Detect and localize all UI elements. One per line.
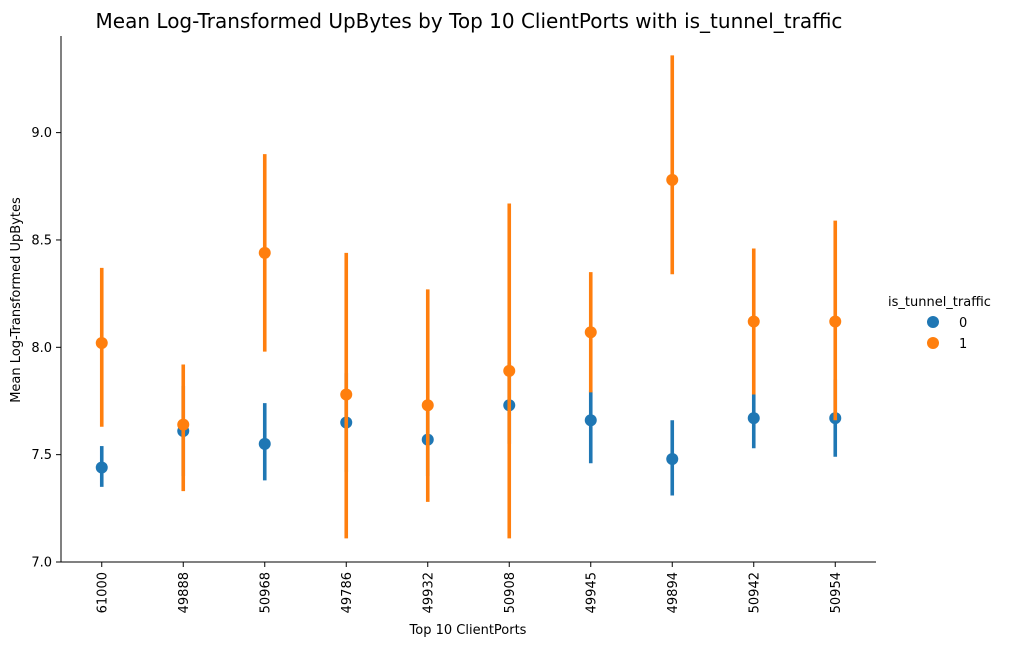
data-point [95, 461, 108, 474]
x-tick-label: 61000 [95, 572, 110, 613]
x-tick-label: 49786 [340, 572, 355, 613]
x-tick-label: 49888 [177, 572, 192, 613]
y-tick-label: 8.0 [31, 341, 52, 356]
y-tick-label: 9.0 [31, 126, 52, 141]
legend-marker [927, 337, 939, 349]
data-point [421, 399, 434, 412]
legend: is_tunnel_traffic 0 1 [888, 295, 991, 352]
data-point [340, 388, 353, 401]
data-point [584, 414, 597, 427]
data-point [747, 315, 760, 328]
x-tick-label: 50968 [258, 572, 273, 613]
legend-title: is_tunnel_traffic [888, 295, 991, 310]
data-point [829, 315, 842, 328]
x-tick-label: 50954 [829, 572, 844, 613]
y-tick-label: 7.0 [31, 556, 52, 571]
data-point [666, 452, 679, 465]
y-axis: 7.0 7.5 8.0 8.5 9.0 [31, 36, 62, 571]
data-point [258, 246, 271, 259]
legend-label: 1 [959, 337, 967, 352]
chart-title: Mean Log-Transformed UpBytes by Top 10 C… [96, 9, 843, 33]
x-axis-label: Top 10 ClientPorts [409, 623, 527, 638]
x-axis: 61000 49888 50968 49786 49932 50908 49945 49894… [61, 561, 876, 613]
y-tick-label: 8.5 [31, 233, 52, 248]
data-point [666, 173, 679, 186]
data-point [503, 364, 516, 377]
series-0 [95, 362, 842, 496]
y-tick-label: 7.5 [31, 448, 52, 463]
legend-label: 0 [959, 316, 967, 331]
data-point [95, 337, 108, 350]
plot-area [95, 55, 842, 539]
x-tick-label: 49894 [666, 572, 681, 613]
series-1 [95, 55, 842, 539]
x-tick-label: 49932 [421, 572, 436, 613]
data-point [177, 418, 190, 431]
data-point [258, 437, 271, 450]
x-tick-label: 49945 [584, 572, 599, 613]
legend-marker [927, 316, 939, 328]
x-tick-label: 50908 [503, 572, 518, 613]
y-axis-label: Mean Log-Transformed UpBytes [9, 197, 24, 403]
data-point [584, 326, 597, 339]
data-point [747, 412, 760, 425]
x-tick-label: 50942 [747, 572, 762, 613]
